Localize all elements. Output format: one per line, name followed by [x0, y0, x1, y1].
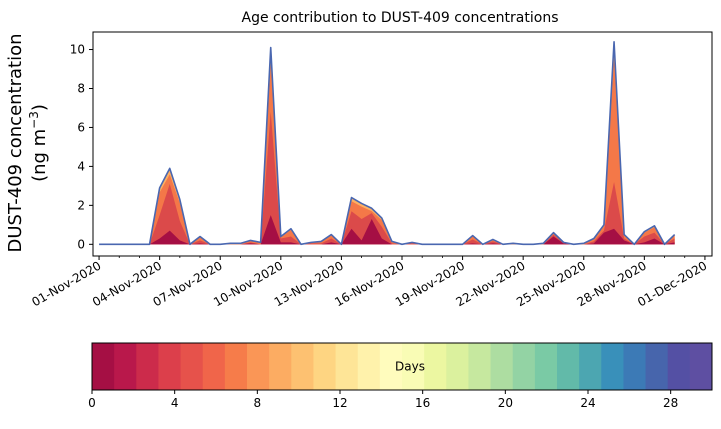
y-tick-label: 8: [77, 81, 85, 95]
colorbar-segment: [689, 343, 713, 390]
area-band-mid-old: [99, 111, 675, 245]
colorbar-segment: [645, 343, 669, 390]
colorbar-segment: [247, 343, 270, 390]
x-axis: 01-Nov-202004-Nov-202007-Nov-202010-Nov-…: [29, 256, 709, 309]
colorbar-tick-label: 24: [580, 396, 595, 410]
colorbar-frame: [91, 342, 713, 391]
colorbar-tick-label: 28: [663, 396, 678, 410]
colorbar-segment: [269, 343, 292, 390]
colorbar-segment: [224, 343, 248, 390]
colorbar-segment: [114, 343, 137, 390]
colorbar-segment: [512, 343, 536, 390]
y-axis-label-line-1: DUST-409 concentration: [5, 33, 26, 252]
y-tick-label: 10: [70, 43, 85, 57]
colorbar-segment: [468, 343, 492, 390]
colorbar-segment: [202, 343, 226, 390]
colorbar-segment: [291, 343, 314, 390]
colorbar-segment: [92, 343, 115, 390]
colorbar-segment: [424, 343, 447, 390]
series-total-line: [99, 40, 676, 246]
colorbar-segment: [335, 343, 359, 390]
colorbar-segment: [623, 343, 647, 390]
colorbar-segment: [379, 343, 403, 390]
colorbar-segment: [601, 343, 624, 390]
y-axis: 0 2 4 6 8 10: [70, 43, 93, 251]
y-tick-label: 4: [77, 159, 85, 173]
chart-title: Age contribution to DUST-409 concentrati…: [242, 10, 559, 26]
area-band-old: [99, 215, 675, 245]
plot-frame: [92, 31, 713, 257]
colorbar: [92, 343, 713, 390]
colorbar-tick-label: 20: [498, 396, 513, 410]
y-tick-label: 6: [77, 120, 85, 134]
colorbar-segment: [557, 343, 580, 390]
y-tick-label: 2: [77, 198, 85, 212]
colorbar-segment: [579, 343, 602, 390]
colorbar-segment: [534, 343, 558, 390]
y-axis-label-line-2: (ng m−3): [27, 104, 50, 182]
colorbar-segment: [136, 343, 159, 390]
colorbar-segment: [180, 343, 204, 390]
colorbar-segment: [313, 343, 337, 390]
colorbar-ticks: 0 4 8 12 16 20 24 28: [88, 390, 678, 410]
colorbar-segment: [667, 343, 691, 390]
plot-areas: [99, 40, 676, 246]
colorbar-segment: [490, 343, 514, 390]
colorbar-tick-label: 16: [415, 396, 430, 410]
colorbar-tick-label: 0: [88, 396, 96, 410]
colorbar-segment: [446, 343, 469, 390]
x-tick-label: 01-Dec-2020: [635, 258, 709, 309]
area-band-young: [99, 41, 675, 245]
colorbar-label: Days: [395, 360, 425, 374]
colorbar-tick-label: 8: [254, 396, 262, 410]
area-band-mid-young: [99, 57, 675, 245]
y-tick-label: 0: [77, 237, 85, 251]
colorbar-segment: [402, 343, 425, 390]
colorbar-tick-label: 4: [171, 396, 179, 410]
colorbar-segment: [158, 343, 182, 390]
y-axis-label: DUST-409 concentration (ng m−3): [5, 33, 50, 252]
colorbar-tick-label: 12: [332, 396, 347, 410]
colorbar-segment: [357, 343, 381, 390]
